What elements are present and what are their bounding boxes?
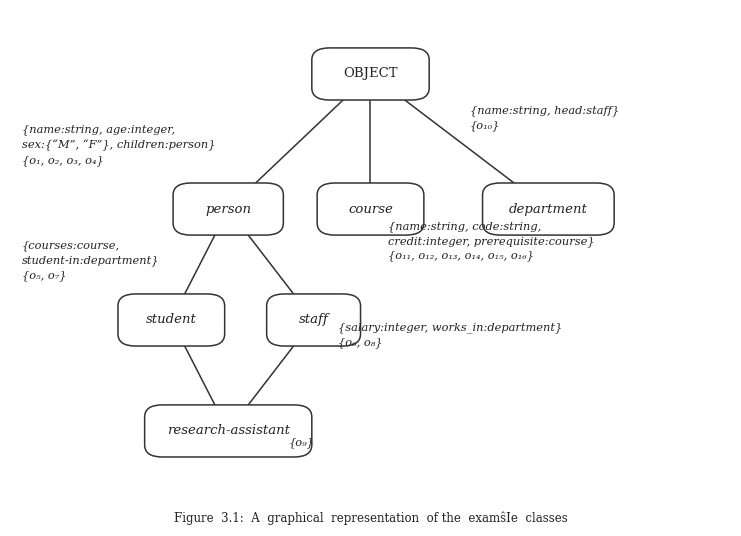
FancyBboxPatch shape bbox=[267, 294, 361, 346]
Text: Figure  3.1:  A  graphical  representation  of the  examŝIe  classes: Figure 3.1: A graphical representation o… bbox=[173, 512, 568, 525]
Text: course: course bbox=[348, 203, 393, 215]
Text: research-assistant: research-assistant bbox=[167, 425, 290, 437]
FancyBboxPatch shape bbox=[173, 183, 283, 235]
Text: {courses:course,
student-in:department}
{o₅, o₇}: {courses:course, student-in:department} … bbox=[22, 240, 159, 281]
Text: {name:string, head:staff}
{o₁₀}: {name:string, head:staff} {o₁₀} bbox=[470, 106, 619, 131]
Text: student: student bbox=[146, 314, 197, 326]
FancyBboxPatch shape bbox=[144, 405, 312, 457]
Text: OBJECT: OBJECT bbox=[343, 68, 398, 80]
FancyBboxPatch shape bbox=[312, 48, 429, 100]
Text: person: person bbox=[205, 203, 251, 215]
Text: staff: staff bbox=[299, 314, 328, 326]
Text: department: department bbox=[509, 203, 588, 215]
Text: {name:string, code:string,
credit:integer, prerequisite:course}
{o₁₁, o₁₂, o₁₃, : {name:string, code:string, credit:intege… bbox=[388, 221, 595, 262]
Text: {salary:integer, works_in:department}
{o₆, o₈}: {salary:integer, works_in:department} {o… bbox=[339, 322, 562, 348]
Text: {name:string, age:integer,
sex:{“M”, “F”}, children:person}
{o₁, o₂, o₃, o₄}: {name:string, age:integer, sex:{“M”, “F”… bbox=[22, 125, 216, 166]
FancyBboxPatch shape bbox=[317, 183, 424, 235]
FancyBboxPatch shape bbox=[118, 294, 225, 346]
Text: {o₉}: {o₉} bbox=[289, 437, 315, 448]
FancyBboxPatch shape bbox=[482, 183, 614, 235]
